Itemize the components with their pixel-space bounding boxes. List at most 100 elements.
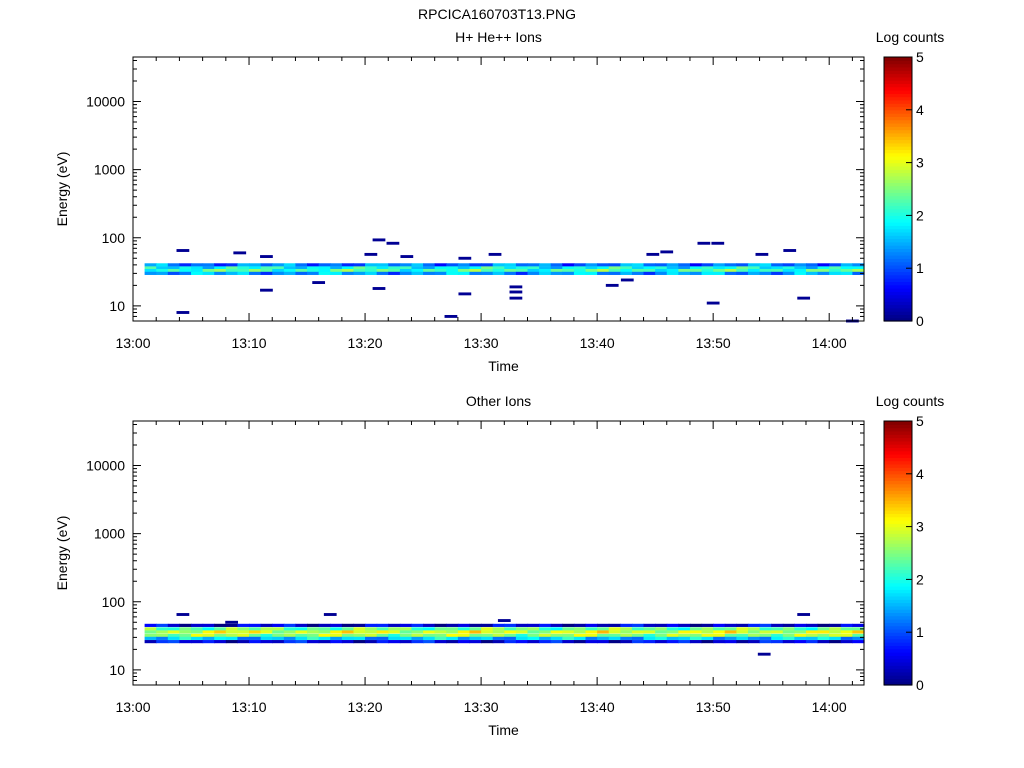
heatmap-cell (817, 271, 830, 275)
heatmap-cell (527, 623, 540, 627)
heatmap-cell (179, 271, 192, 275)
heatmap-cell (852, 630, 865, 634)
heatmap-cell (527, 271, 540, 275)
panel-2: Other Ions 13:00 13:10 13:20 13:30 13:40 13:50… (54, 393, 944, 738)
heatmap-cell (631, 627, 645, 631)
colorbar-segment (884, 589, 912, 594)
heatmap-cell (365, 630, 378, 634)
heatmap-cell (272, 266, 285, 270)
colorbar-segment (884, 447, 912, 452)
colorbar-segment (884, 529, 912, 534)
colorbar-segment (884, 652, 912, 656)
sparse-count (646, 252, 660, 256)
heatmap-cell (759, 268, 772, 273)
heatmap-cell (283, 271, 297, 275)
heatmap-cell (365, 640, 378, 644)
heatmap-cell (631, 640, 645, 644)
heatmap-cell (678, 268, 691, 273)
heatmap-cell (191, 627, 204, 631)
heatmap-cell (457, 636, 471, 640)
heatmap-cell (724, 627, 737, 631)
colorbar-segment (884, 671, 912, 676)
heatmap-cell (666, 263, 679, 267)
heatmap-cell (539, 268, 552, 273)
colorbar-segment (884, 543, 912, 547)
heatmap-cell (771, 627, 784, 631)
heatmap-cell (365, 633, 378, 638)
colorbar-segment (884, 165, 912, 170)
heatmap-cell (782, 623, 795, 627)
heatmap-cell (655, 263, 668, 267)
colorbar-segment (884, 533, 912, 538)
heatmap-cell (411, 266, 424, 270)
heatmap-cell (620, 268, 633, 273)
sparse-count (497, 619, 511, 622)
heatmap-cell (365, 271, 378, 275)
x-tick-label: 13:10 (232, 699, 267, 715)
colorbar-segment (884, 261, 912, 266)
heatmap-cell (167, 271, 181, 275)
heatmap-cell (214, 268, 227, 273)
colorbar-segment (884, 185, 912, 190)
heatmap-cell (225, 633, 239, 638)
heatmap-cell (144, 268, 157, 273)
colorbar-segment (884, 228, 912, 233)
sparse-count (444, 314, 458, 318)
heatmap-cell (515, 263, 529, 267)
colorbar-segment (884, 612, 912, 617)
heatmap-cell (492, 268, 505, 273)
colorbar-segment (884, 139, 912, 144)
heatmap-cell (643, 630, 656, 634)
heatmap-cell (515, 623, 529, 627)
colorbar-segment (884, 487, 912, 491)
colorbar-segment (884, 126, 912, 131)
heatmap-cell (515, 640, 529, 644)
heatmap-cell (260, 263, 273, 267)
heatmap-cell (307, 271, 320, 275)
heatmap-cell (655, 633, 668, 638)
heatmap-cell (539, 263, 552, 267)
x-tick-label: 13:30 (464, 335, 499, 351)
heatmap-cell (341, 633, 355, 638)
colorbar-segment (884, 493, 912, 498)
heatmap-cell (202, 633, 215, 638)
colorbar-segment (884, 450, 912, 455)
heatmap-cell (492, 271, 505, 275)
heatmap-cell (724, 268, 737, 273)
heatmap-cell (272, 636, 285, 640)
heatmap-cell (376, 633, 389, 638)
heatmap-cell (562, 636, 575, 640)
colorbar-segment (884, 301, 912, 306)
heatmap-cell (365, 623, 378, 627)
heatmap-cell (469, 630, 482, 634)
heatmap-cell (179, 627, 192, 631)
heatmap-cell (260, 630, 273, 634)
heatmap-cell (573, 636, 587, 640)
heatmap-cell (353, 636, 366, 640)
colorbar-segment (884, 70, 912, 75)
heatmap-cell (573, 268, 587, 273)
heatmap-cell (829, 640, 842, 644)
heatmap-cell (272, 271, 285, 275)
heatmap-cell (191, 640, 204, 644)
heatmap-cell (272, 627, 285, 631)
heatmap-cell (794, 633, 807, 638)
colorbar-segment (884, 66, 912, 71)
heatmap-cell (469, 627, 482, 631)
heatmap-cell (805, 268, 819, 273)
heatmap-cell (794, 266, 807, 270)
colorbar-segment (884, 668, 912, 673)
heatmap-cell (295, 636, 308, 640)
heatmap-cell (191, 630, 204, 634)
heatmap-cell (156, 640, 169, 644)
heatmap-cell (492, 263, 505, 267)
heatmap-cell (457, 263, 471, 267)
heatmap-cell (272, 633, 285, 638)
colorbar-segment (884, 463, 912, 468)
heatmap-cell (411, 636, 424, 640)
heatmap-cell (771, 633, 784, 638)
heatmap-cell (782, 633, 795, 638)
heatmap-cell (608, 636, 621, 640)
heatmap-cell (214, 271, 227, 275)
colorbar-segment (884, 665, 912, 670)
